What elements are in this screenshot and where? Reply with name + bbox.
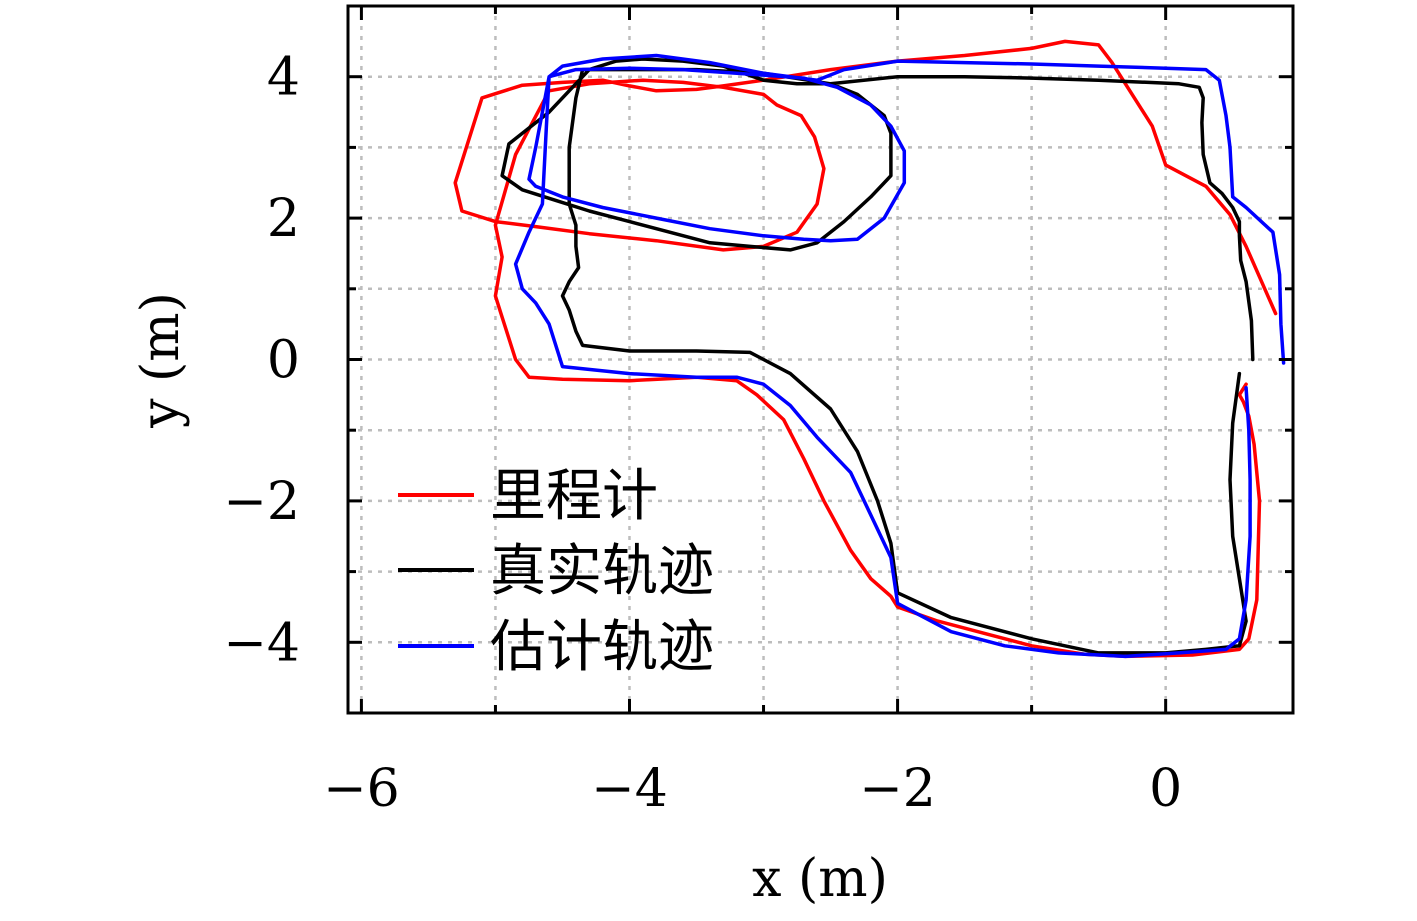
legend-label-odometry: 里程计 xyxy=(490,464,658,529)
y-tick-label: −2 xyxy=(223,472,300,532)
series-group xyxy=(453,39,1286,659)
legend-label-estimated: 估计轨迹 xyxy=(490,615,714,680)
x-tick-label: −6 xyxy=(323,759,400,819)
y-tick-label: 2 xyxy=(267,189,300,249)
y-tick-label: 4 xyxy=(267,48,300,108)
grid xyxy=(348,4,1293,715)
x-axis-title: x (m) xyxy=(752,849,888,909)
y-tick-label: −4 xyxy=(223,613,300,673)
ticks xyxy=(348,4,1293,715)
x-tick-label: −2 xyxy=(859,759,936,819)
legend-label-ground-truth: 真实轨迹 xyxy=(490,539,714,604)
tick-labels: −6 −4 −2 0 −4 −2 0 2 4 xyxy=(223,48,1182,819)
series-line-ground-truth xyxy=(500,57,1255,655)
series-line-estimated xyxy=(513,53,1286,659)
y-tick-label: 0 xyxy=(267,331,300,391)
x-tick-label: 0 xyxy=(1149,759,1182,819)
legend: 里程计 真实轨迹 估计轨迹 xyxy=(398,464,714,680)
y-axis-title: y (m) xyxy=(131,292,191,429)
x-tick-label: −4 xyxy=(591,759,668,819)
